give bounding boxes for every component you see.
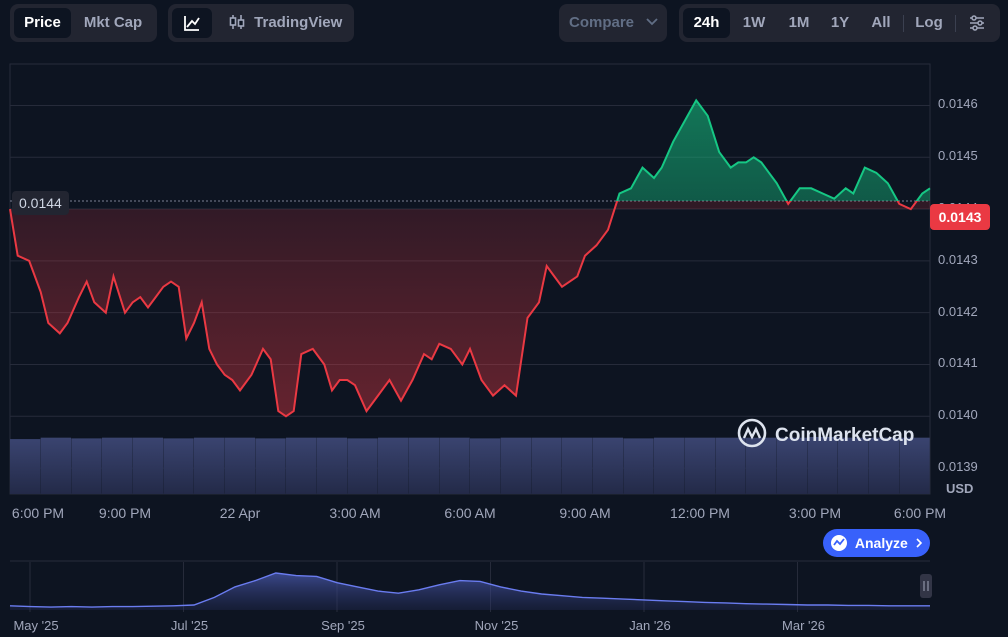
- analyze-label: Analyze: [854, 535, 908, 551]
- navigator-tick-label: Nov '25: [474, 618, 519, 633]
- x-tick-label: 6:00 PM: [893, 505, 947, 521]
- x-tick-label: 3:00 PM: [788, 505, 842, 521]
- watermark-text: CoinMarketCap: [775, 425, 914, 446]
- settings-button[interactable]: [960, 8, 994, 38]
- tradingview-button[interactable]: TradingView: [218, 8, 348, 38]
- volume-bar: [408, 437, 440, 494]
- divider: [955, 15, 956, 32]
- volume-bar: [255, 438, 286, 494]
- volume-bar: [868, 437, 900, 494]
- open-price-badge: 0.0144: [12, 191, 69, 215]
- x-tick-label: 9:00 AM: [559, 505, 611, 521]
- volume-bar: [715, 437, 746, 494]
- analyze-icon: [831, 535, 847, 551]
- range-all[interactable]: All: [871, 14, 891, 31]
- volume-bar: [71, 438, 102, 494]
- y-tick-label: 0.0143: [938, 251, 978, 267]
- x-tick-label: 9:00 PM: [98, 505, 152, 521]
- x-tick-label: 22 Apr: [219, 505, 261, 521]
- y-tick-label: 0.0142: [938, 303, 978, 319]
- volume-bar: [592, 437, 624, 494]
- navigator-handle[interactable]: [920, 574, 932, 598]
- y-tick-label: 0.0146: [938, 96, 978, 112]
- navigator-tick-label: Jul '25: [170, 618, 209, 633]
- volume-bar: [10, 439, 41, 494]
- volume-bar: [102, 437, 133, 494]
- x-tick-label: 12:00 PM: [670, 505, 730, 521]
- volume-bar: [286, 437, 317, 494]
- volume-bar: [194, 437, 225, 494]
- price-line-below: [9, 201, 919, 418]
- navigator-tick-label: Jan '26: [629, 618, 671, 633]
- navigator-tick-label: Sep '25: [321, 618, 365, 633]
- line-chart-icon: [184, 16, 200, 31]
- sliders-icon: [970, 15, 984, 31]
- current-price-badge: 0.0143: [930, 204, 990, 230]
- compare-dropdown[interactable]: Compare: [559, 4, 667, 42]
- volume-bar: [776, 437, 808, 494]
- volume-bar: [378, 437, 409, 494]
- price-line-above: [616, 98, 931, 201]
- currency-label: USD: [946, 481, 973, 496]
- volume-bar: [531, 437, 562, 494]
- volume-bar: [899, 437, 930, 494]
- volume-bar: [316, 437, 348, 494]
- log-scale-button[interactable]: Log: [915, 14, 943, 31]
- price-mktcap-toggle: Price Mkt Cap: [10, 4, 157, 42]
- price-area-above: [617, 100, 930, 201]
- x-tick-label: 6:00 AM: [444, 505, 496, 521]
- navigator-tick-label: May '25: [13, 618, 59, 633]
- volume-bar: [347, 438, 378, 494]
- range-1y[interactable]: 1Y: [830, 14, 850, 31]
- line-chart-button[interactable]: [172, 8, 212, 38]
- volume-bar: [132, 437, 164, 494]
- x-tick-label: 3:00 AM: [329, 505, 381, 521]
- range-selector: 24h 1W 1M 1Y All Log: [679, 4, 1000, 42]
- price-tab[interactable]: Price: [14, 8, 71, 38]
- price-area-below: [10, 201, 930, 417]
- volume-bar: [684, 437, 716, 494]
- y-tick-label: 0.0140: [938, 407, 978, 423]
- navigator-area: [10, 573, 930, 610]
- navigator-tick-label: Mar '26: [782, 618, 825, 633]
- candlestick-icon: [229, 15, 245, 29]
- chart-type-toggle: TradingView: [168, 4, 354, 42]
- chevron-right-icon: [916, 538, 922, 548]
- volume-bar: [654, 437, 685, 494]
- volume-bar: [838, 437, 869, 494]
- x-tick-label: 6:00 PM: [11, 505, 65, 521]
- tradingview-label: TradingView: [254, 14, 343, 31]
- coinmarketcap-logo: [737, 418, 767, 448]
- volume-bar: [562, 437, 593, 494]
- volume-bar: [470, 438, 501, 494]
- volume-bar: [500, 437, 532, 494]
- y-tick-label: 0.0145: [938, 148, 978, 164]
- divider: [903, 15, 904, 32]
- mktcap-tab[interactable]: Mkt Cap: [83, 14, 143, 31]
- range-24h[interactable]: 24h: [683, 8, 730, 38]
- volume-bar: [623, 438, 654, 494]
- navigator-line: [9, 572, 930, 608]
- volume-bar: [224, 437, 256, 494]
- chevron-down-icon: [646, 18, 658, 26]
- volume-bar: [807, 436, 838, 494]
- compare-label: Compare: [569, 14, 635, 31]
- volume-bar: [40, 437, 72, 494]
- y-tick-label: 0.0139: [938, 459, 978, 475]
- analyze-button[interactable]: Analyze: [823, 529, 930, 557]
- range-1m[interactable]: 1M: [788, 14, 810, 31]
- y-tick-label: 0.0141: [938, 355, 978, 371]
- range-1w[interactable]: 1W: [742, 14, 766, 31]
- volume-bar: [163, 438, 194, 494]
- volume-bar: [439, 437, 470, 494]
